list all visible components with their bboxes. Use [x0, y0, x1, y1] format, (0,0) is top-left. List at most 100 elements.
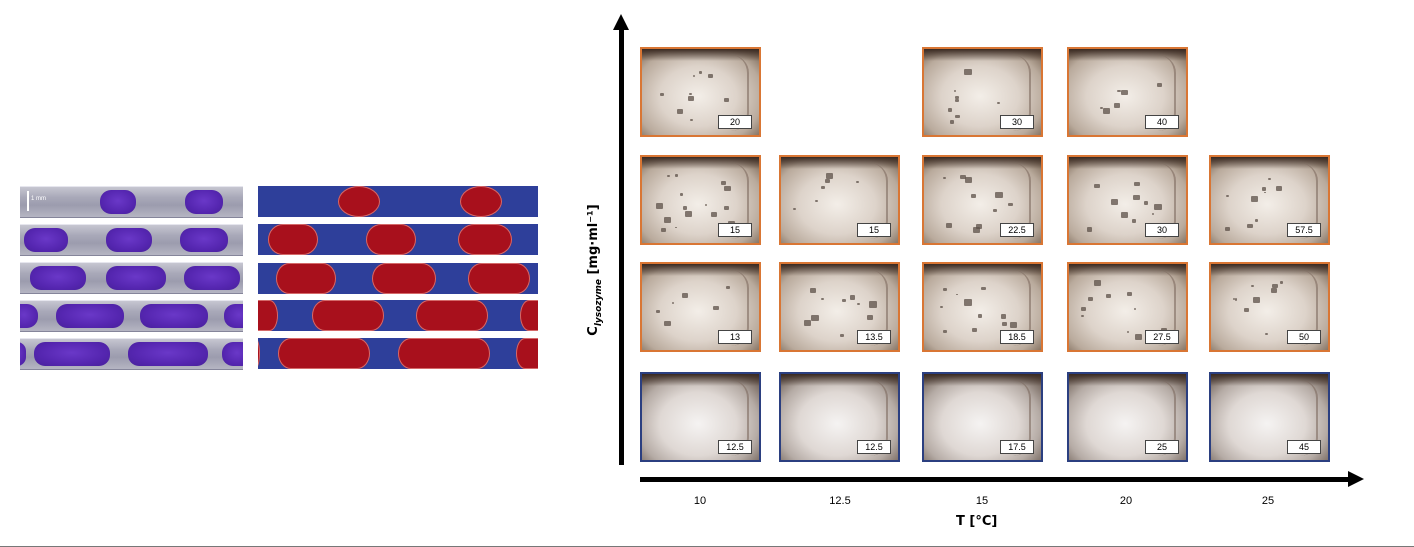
scale-bar: [27, 191, 29, 211]
crystal-speck: [793, 207, 796, 210]
crystal-speck: [667, 175, 670, 178]
crystal-speck: [972, 227, 980, 233]
x-tick-label: 10: [693, 495, 707, 507]
y-axis-label: Clysozyme [mg·ml⁻¹]: [586, 204, 604, 335]
crystal-speck: [856, 180, 860, 184]
crystal-speck: [809, 287, 817, 293]
droplet-image-shadow: [924, 374, 1041, 386]
crystal-speck: [964, 69, 972, 76]
droplet-cell: 22.5: [922, 155, 1043, 245]
crystal-speck: [723, 185, 731, 192]
crystal-speck: [664, 217, 672, 224]
x-axis-label: T [°C]: [956, 514, 998, 529]
schematic-plug: [416, 300, 488, 331]
crystal-speck: [1117, 89, 1121, 93]
crystal-speck: [978, 314, 983, 318]
crystal-speck: [721, 181, 727, 186]
crystal-speck: [971, 194, 977, 199]
crystal-speck: [656, 310, 660, 313]
crystal-speck: [949, 120, 955, 124]
droplet-meniscus: [1013, 380, 1031, 456]
schematic-plug: [516, 338, 538, 369]
crystal-speck: [1134, 333, 1142, 340]
crystal-speck: [687, 95, 694, 101]
schematic-row: [258, 338, 538, 369]
concentration-value-label: 57.5: [1287, 223, 1321, 237]
crystal-speck: [682, 205, 688, 210]
droplet-image-shadow: [1069, 374, 1186, 386]
concentration-value-label: 15: [857, 223, 891, 237]
y-axis-label-main: C: [586, 326, 602, 336]
crystal-speck: [661, 228, 666, 233]
photo-plug: [184, 266, 240, 290]
crystal-speck: [1143, 201, 1149, 205]
crystal-speck: [698, 71, 703, 75]
schematic-plug: [366, 224, 416, 255]
crystal-speck: [996, 101, 1000, 104]
photo-plug: [224, 304, 243, 328]
droplet-cell: 45: [1209, 372, 1330, 462]
crystal-speck: [1263, 191, 1266, 194]
droplet-image-shadow: [781, 374, 898, 386]
crystal-speck: [1252, 296, 1261, 303]
crystal-speck: [981, 286, 986, 291]
concentration-value-label: 13: [718, 330, 752, 344]
photo-plug: [106, 228, 152, 252]
crystal-speck: [1009, 322, 1018, 329]
crystal-speck: [1094, 184, 1100, 189]
y-axis: [619, 28, 624, 465]
concentration-value-label: 45: [1287, 440, 1321, 454]
concentration-value-label: 12.5: [857, 440, 891, 454]
droplet-cell: 40: [1067, 47, 1188, 137]
schematic-plug: [258, 338, 260, 369]
crystal-speck: [1087, 227, 1093, 232]
concentration-value-label: 13.5: [857, 330, 891, 344]
droplet-meniscus: [1300, 380, 1318, 456]
crystal-speck: [1225, 194, 1229, 198]
droplet-cell: 30: [922, 47, 1043, 137]
crystal-speck: [675, 226, 678, 229]
droplet-meniscus: [870, 380, 888, 456]
concentration-value-label: 17.5: [1000, 440, 1034, 454]
droplet-cell: 12.5: [779, 372, 900, 462]
crystal-speck: [1081, 307, 1086, 312]
crystal-speck: [1126, 331, 1129, 333]
photo-row: [20, 262, 243, 294]
concentration-value-label: 22.5: [1000, 223, 1034, 237]
crystal-speck: [1265, 332, 1268, 335]
crystal-speck: [1254, 219, 1258, 222]
droplet-image-shadow: [924, 264, 1041, 276]
photo-row: [20, 224, 243, 256]
crystal-speck: [1275, 186, 1283, 192]
droplet-cell: 20: [640, 47, 761, 137]
photo-plug: [34, 342, 110, 366]
crystal-speck: [953, 90, 957, 93]
crystal-speck: [1251, 284, 1255, 287]
y-axis-label-subscript: lysozyme: [593, 279, 604, 327]
droplet-meniscus: [1300, 270, 1318, 346]
crystal-speck: [948, 108, 953, 112]
schematic-plug: [460, 186, 502, 217]
crystal-speck: [1268, 177, 1272, 181]
crystal-speck: [675, 174, 679, 177]
droplet-image-shadow: [1211, 264, 1328, 276]
droplet-cell: 27.5: [1067, 262, 1188, 352]
x-tick-label: 15: [975, 495, 989, 507]
photo-plug: [128, 342, 208, 366]
photo-row: [20, 338, 243, 370]
crystal-speck: [689, 118, 693, 122]
droplet-image-shadow: [1069, 264, 1186, 276]
crystal-speck: [681, 292, 688, 299]
crystal-speck: [1088, 297, 1093, 301]
concentration-value-label: 27.5: [1145, 330, 1179, 344]
x-tick-label: 20: [1119, 495, 1133, 507]
crystal-speck: [1279, 280, 1284, 284]
droplet-image-shadow: [1211, 157, 1328, 169]
crystal-speck: [995, 191, 1003, 198]
droplet-meniscus: [1158, 270, 1176, 346]
photo-plug: [56, 304, 124, 328]
crystal-speck: [821, 297, 825, 301]
crystal-speck: [1126, 292, 1133, 297]
concentration-value-label: 15: [718, 223, 752, 237]
droplet-cell: 13.5: [779, 262, 900, 352]
